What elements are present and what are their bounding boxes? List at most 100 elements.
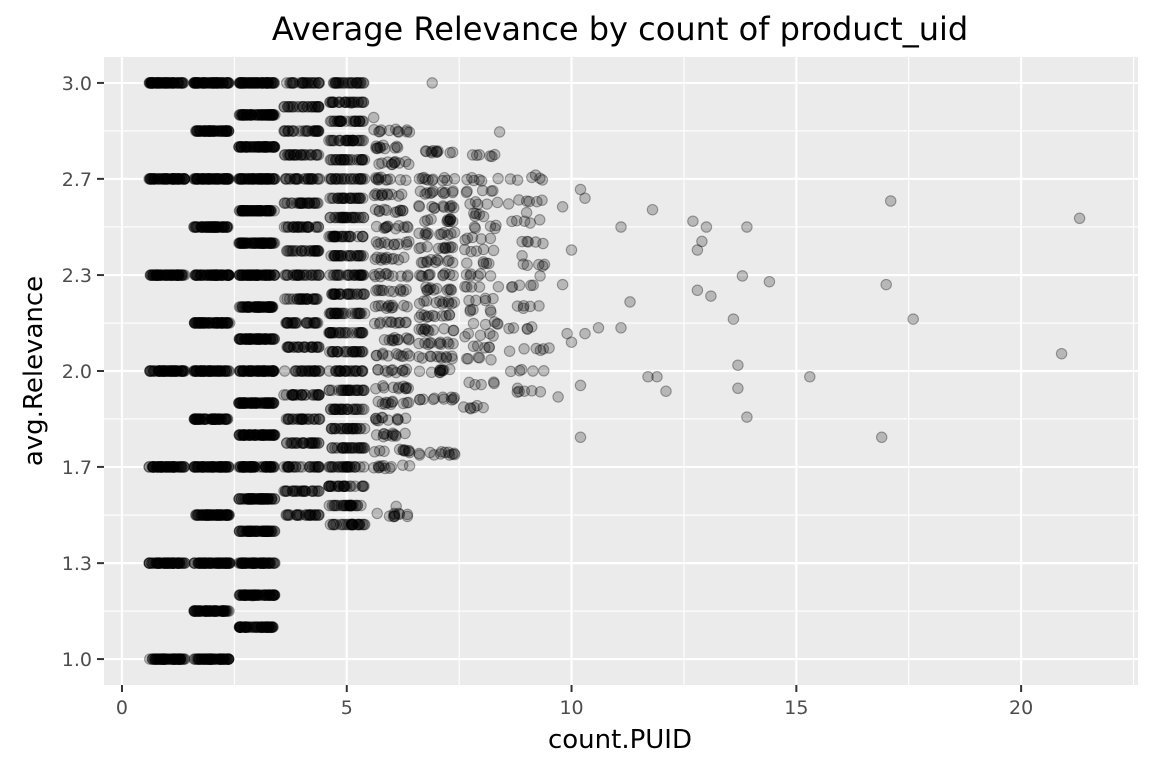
data-point (205, 365, 217, 377)
data-point (207, 461, 220, 473)
data-point (168, 557, 180, 569)
data-point (220, 461, 232, 473)
data-point (211, 365, 223, 377)
data-point (154, 365, 166, 377)
data-point (172, 365, 185, 377)
data-point (188, 461, 200, 473)
data-point (202, 461, 214, 473)
data-point (398, 251, 410, 264)
data-point (221, 413, 234, 425)
data-point (168, 269, 181, 281)
data-point (220, 557, 233, 569)
x-tick-label: 20 (1009, 697, 1033, 719)
data-point (156, 365, 169, 377)
data-point (345, 97, 358, 109)
data-point (171, 653, 184, 665)
data-point (241, 493, 253, 505)
data-point (222, 365, 234, 377)
data-point (166, 461, 179, 473)
data-point (200, 509, 213, 521)
data-point (153, 557, 165, 569)
data-point (145, 173, 157, 185)
data-point (214, 509, 226, 521)
data-point (211, 413, 224, 425)
data-point (221, 317, 233, 329)
data-point (168, 365, 180, 377)
data-point (543, 342, 555, 354)
data-point (175, 269, 187, 281)
data-point (148, 269, 161, 281)
data-point (435, 228, 448, 240)
data-point (215, 653, 228, 665)
data-point (520, 206, 533, 219)
data-point (204, 317, 216, 329)
data-point (372, 414, 385, 427)
data-point (157, 557, 170, 569)
data-point (164, 365, 176, 377)
data-point (502, 198, 515, 210)
data-point (172, 653, 185, 665)
data-point (376, 157, 388, 169)
data-point (198, 461, 211, 473)
data-point (350, 403, 362, 416)
data-point (214, 461, 226, 473)
data-point (173, 653, 186, 665)
data-point (343, 192, 356, 204)
data-point (196, 317, 208, 329)
data-point (166, 269, 178, 281)
data-point (331, 345, 344, 358)
data-point (419, 337, 431, 349)
data-point (168, 269, 180, 281)
data-point (370, 187, 382, 200)
data-point (160, 461, 172, 473)
data-point (221, 653, 233, 665)
data-point (205, 509, 218, 521)
data-point (172, 461, 185, 473)
data-point (143, 557, 155, 569)
data-point (150, 653, 162, 665)
data-point (215, 365, 227, 377)
data-point (358, 154, 371, 166)
data-point (198, 365, 210, 377)
data-point (165, 365, 178, 377)
data-point (373, 125, 385, 138)
data-point (212, 413, 224, 425)
data-point (282, 413, 295, 425)
data-point (446, 352, 458, 365)
data-point (432, 254, 444, 267)
data-point (160, 269, 173, 281)
data-point (211, 269, 224, 281)
data-point (461, 257, 473, 269)
data-point (162, 173, 174, 185)
data-point (146, 461, 159, 473)
data-point (237, 365, 249, 377)
data-point (157, 365, 170, 377)
data-point (146, 77, 158, 89)
data-point (177, 77, 190, 89)
data-point (196, 557, 208, 569)
data-point (220, 557, 232, 569)
data-point (153, 557, 166, 569)
data-point (188, 365, 201, 377)
data-point (262, 397, 275, 409)
data-point (156, 653, 169, 665)
data-point (178, 461, 190, 473)
data-point (171, 269, 184, 281)
data-point (168, 557, 181, 569)
data-point (154, 269, 167, 281)
data-point (293, 125, 305, 137)
data-point (189, 461, 202, 473)
data-point (268, 525, 281, 537)
data-point (464, 305, 476, 317)
data-point (164, 365, 177, 377)
data-point (283, 149, 295, 161)
data-point (216, 317, 229, 329)
data-point (397, 397, 410, 410)
data-point (615, 221, 627, 233)
data-point (175, 365, 188, 377)
data-point (373, 444, 386, 457)
data-point (163, 269, 176, 281)
data-point (147, 269, 160, 281)
data-point (210, 605, 223, 617)
data-point (153, 557, 165, 569)
